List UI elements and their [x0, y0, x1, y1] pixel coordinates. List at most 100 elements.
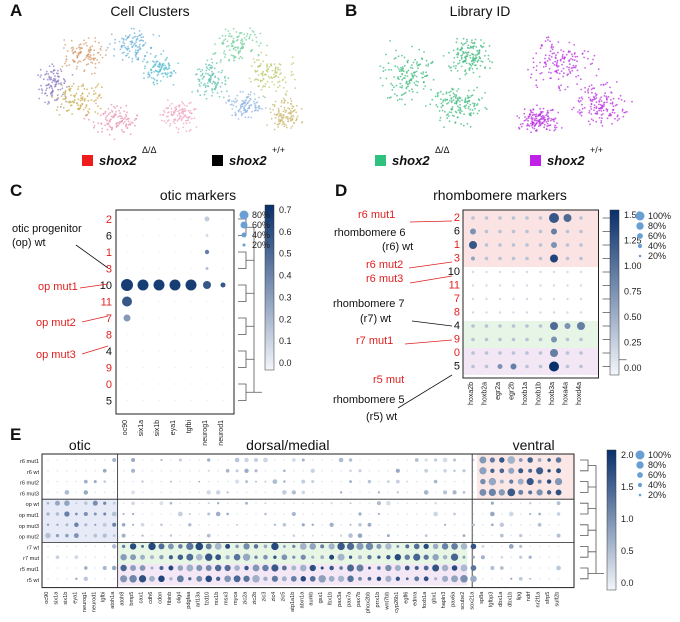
umap-point: [119, 115, 121, 117]
dot: [174, 300, 176, 303]
row-label-0: 0: [454, 347, 460, 359]
umap-point: [571, 69, 574, 72]
umap-point: [472, 71, 475, 74]
umap-point: [591, 62, 594, 65]
umap-point: [81, 93, 84, 95]
size-legend-dot: [638, 254, 642, 258]
umap-point: [80, 85, 83, 88]
umap-point: [211, 73, 214, 76]
umap-point: [135, 56, 137, 58]
umap-point: [135, 45, 137, 48]
umap-point: [135, 49, 137, 51]
dot: [451, 575, 458, 583]
dot: [452, 490, 457, 495]
dot: [222, 383, 224, 385]
umap-point: [96, 58, 98, 61]
dot: [463, 502, 465, 505]
umap-point: [284, 99, 286, 102]
umap-point: [518, 127, 521, 130]
umap-point: [79, 48, 81, 51]
size-legend-dot: [240, 221, 248, 229]
umap-point: [431, 98, 434, 101]
umap-point: [203, 93, 206, 96]
umap-point: [180, 115, 182, 118]
umap-point: [160, 73, 163, 75]
umap-point: [159, 68, 162, 71]
umap-point: [571, 55, 574, 58]
umap-point: [94, 86, 97, 89]
umap-point: [42, 78, 45, 81]
dot: [158, 399, 160, 402]
umap-point: [622, 115, 625, 118]
umap-point: [167, 107, 170, 109]
umap-point: [290, 63, 293, 66]
umap-point: [92, 121, 95, 123]
umap-point: [462, 124, 465, 127]
umap-point: [445, 114, 448, 116]
umap-point: [475, 104, 478, 107]
umap-point: [164, 59, 167, 62]
dot: [274, 470, 276, 472]
dot: [83, 479, 88, 484]
dot: [557, 545, 560, 548]
dot: [244, 468, 249, 473]
umap-point: [273, 63, 276, 66]
dot: [538, 256, 543, 261]
umap-point: [540, 72, 543, 74]
umap-point: [235, 31, 238, 33]
umap-point: [94, 92, 97, 95]
dot: [309, 575, 316, 582]
colorbar-tick: 0.0: [621, 578, 634, 588]
umap-point: [566, 66, 568, 68]
umap-point: [232, 48, 235, 50]
umap-point: [182, 113, 185, 115]
dot: [340, 470, 342, 472]
dot: [217, 480, 219, 483]
umap-point: [199, 85, 201, 87]
dot: [151, 480, 153, 483]
dot: [92, 500, 98, 506]
dot: [518, 468, 524, 474]
dot: [453, 534, 456, 537]
umap-point: [166, 56, 169, 59]
umap-point: [593, 104, 596, 106]
dot: [415, 513, 418, 515]
umap-point: [393, 86, 395, 89]
dot: [528, 468, 533, 473]
dot: [132, 534, 134, 537]
umap-point: [244, 101, 247, 104]
umap-point: [262, 85, 265, 87]
umap-point: [401, 73, 403, 76]
dot: [150, 566, 154, 570]
umap-point: [549, 109, 552, 112]
dot: [555, 489, 562, 496]
umap-point: [526, 128, 529, 131]
umap-point: [450, 97, 453, 100]
umap-point: [136, 114, 139, 117]
dot: [56, 459, 59, 461]
gene-label: six1a: [138, 420, 145, 436]
dot: [548, 502, 550, 505]
umap-point: [245, 103, 248, 106]
dot: [538, 578, 541, 580]
umap-point: [79, 46, 82, 49]
dot: [512, 284, 515, 287]
dot: [525, 216, 529, 220]
dot: [556, 565, 561, 571]
umap-point: [160, 53, 163, 55]
dot: [501, 545, 503, 548]
umap-point: [154, 69, 157, 72]
umap-point: [271, 69, 274, 72]
dot: [224, 564, 231, 572]
umap-point: [223, 52, 225, 55]
umap-point: [82, 59, 85, 62]
dot: [482, 524, 484, 526]
umap-point: [452, 92, 455, 95]
umap-point: [444, 98, 446, 101]
umap-point: [183, 108, 186, 110]
umap-point: [250, 98, 252, 101]
umap-point: [214, 76, 217, 79]
umap-point: [260, 72, 262, 75]
umap-point: [205, 72, 207, 75]
umap-point: [222, 42, 225, 45]
